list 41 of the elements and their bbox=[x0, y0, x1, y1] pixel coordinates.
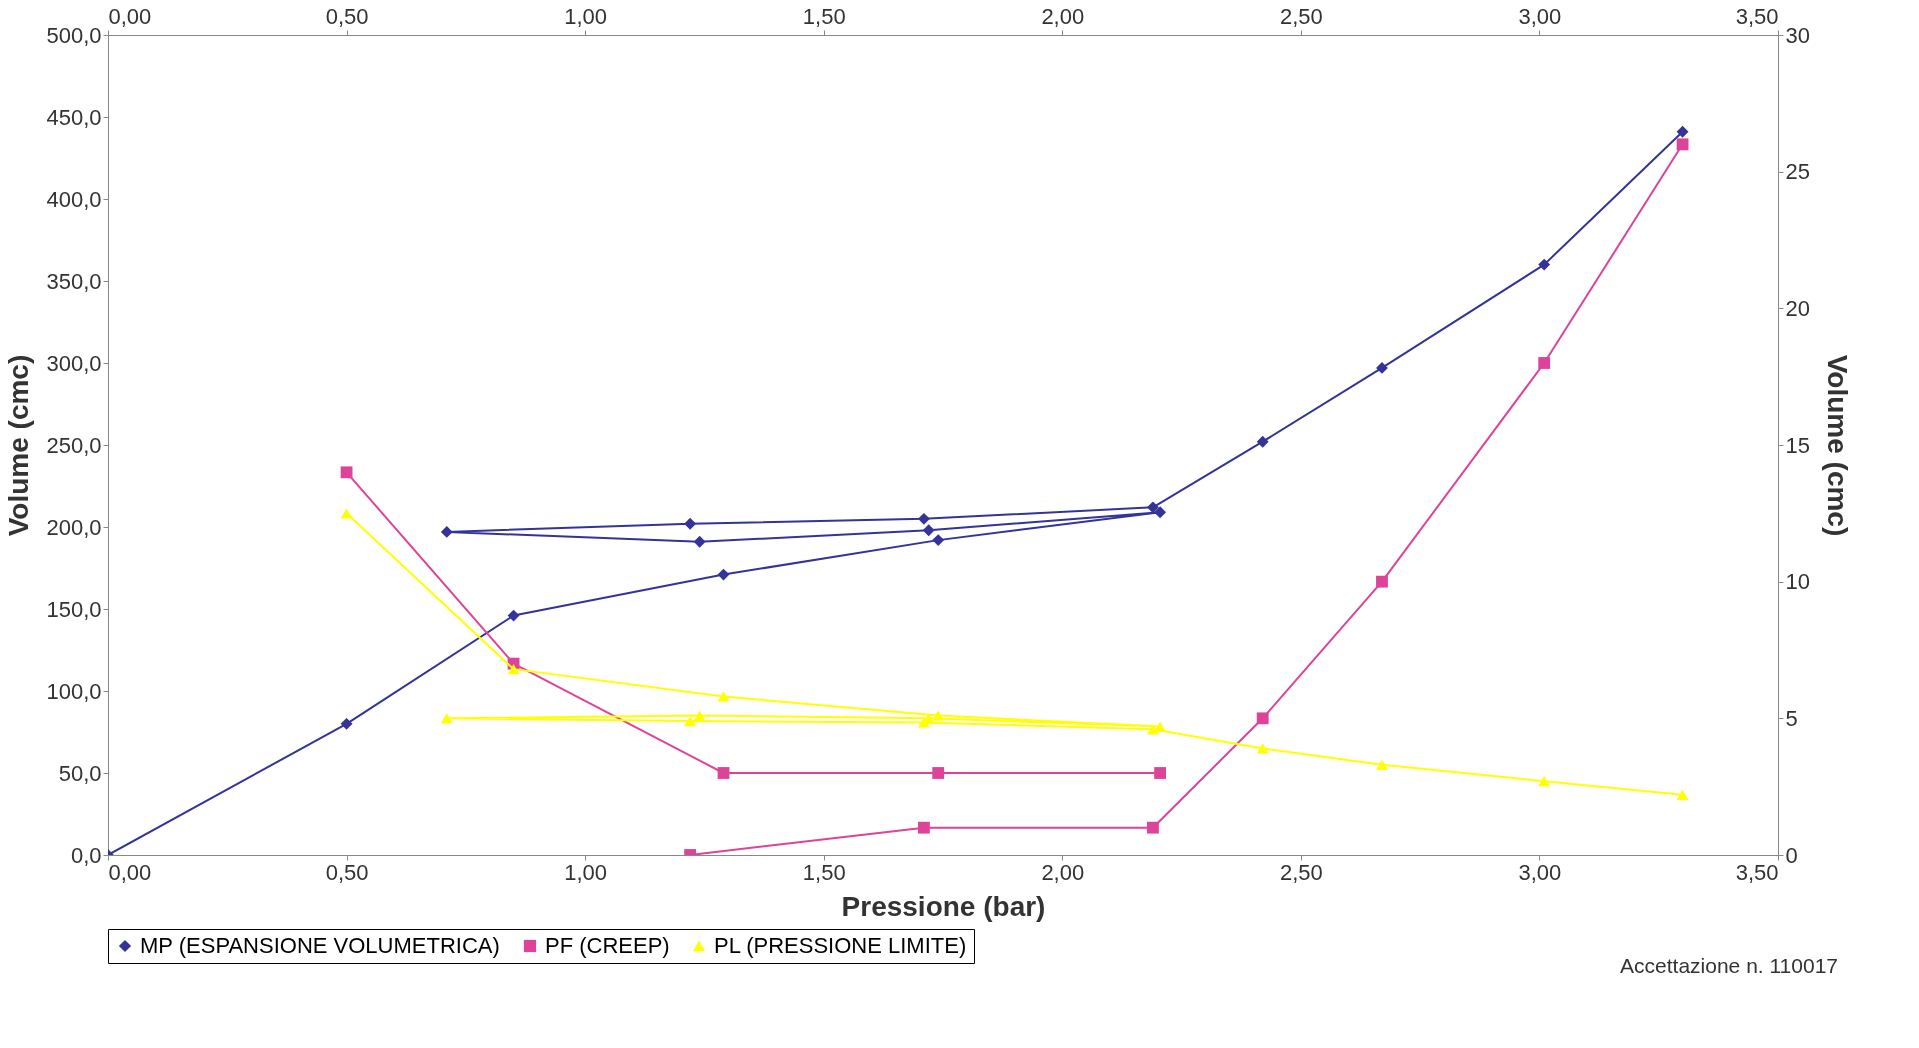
x-axis-title: Pressione (bar) bbox=[841, 890, 1046, 922]
x2-tick-label: 0,50 bbox=[325, 3, 369, 29]
x2-tick-label: 3,00 bbox=[1518, 3, 1562, 29]
x-tick-label: 0,50 bbox=[325, 859, 369, 885]
y-tick-label: 300,0 bbox=[46, 350, 102, 376]
legend-label: PL (PRESSIONE LIMITE) bbox=[714, 933, 967, 958]
legend-label: PF (CREEP) bbox=[545, 933, 670, 958]
x-tick-label: 2,00 bbox=[1041, 859, 1085, 885]
y2-tick-label: 0 bbox=[1785, 842, 1798, 868]
x-tick-label: 0,00 bbox=[108, 859, 152, 885]
legend-label: MP (ESPANSIONE VOLUMETRICA) bbox=[140, 933, 500, 958]
y2-tick-label: 10 bbox=[1785, 569, 1810, 595]
x2-tick-label: 2,00 bbox=[1041, 3, 1085, 29]
y-axis-title: Volume (cmc) bbox=[3, 354, 35, 537]
y-tick-label: 350,0 bbox=[46, 268, 102, 294]
x2-tick-label: 2,50 bbox=[1279, 3, 1323, 29]
y2-tick-label: 30 bbox=[1785, 22, 1810, 48]
y2-tick-label: 25 bbox=[1785, 159, 1810, 185]
y-tick-label: 50,0 bbox=[58, 760, 102, 786]
x-tick-label: 1,50 bbox=[802, 859, 846, 885]
y-tick-label: 150,0 bbox=[46, 596, 102, 622]
y-tick-label: 0,0 bbox=[70, 842, 102, 868]
y-tick-label: 450,0 bbox=[46, 104, 102, 130]
x-tick-label: 2,50 bbox=[1279, 859, 1323, 885]
y-tick-label: 500,0 bbox=[46, 22, 102, 48]
x2-tick-label: 1,50 bbox=[802, 3, 846, 29]
x-tick-label: 1,00 bbox=[564, 859, 608, 885]
x-tick-label: 3,50 bbox=[1735, 859, 1779, 885]
text: Accettazione n. 110017 bbox=[1620, 954, 1838, 977]
x2-tick-label: 1,00 bbox=[564, 3, 608, 29]
y-tick-label: 400,0 bbox=[46, 186, 102, 212]
y2-tick-label: 15 bbox=[1785, 432, 1810, 458]
x2-tick-label: 3,50 bbox=[1735, 3, 1779, 29]
y-tick-label: 100,0 bbox=[46, 678, 102, 704]
y2-tick-label: 5 bbox=[1785, 705, 1798, 731]
x-tick-label: 3,00 bbox=[1518, 859, 1562, 885]
y2-axis-title: Volume (cmc) bbox=[1821, 354, 1853, 537]
y2-tick-label: 20 bbox=[1785, 295, 1810, 321]
y-tick-label: 250,0 bbox=[46, 432, 102, 458]
x2-tick-label: 0,00 bbox=[108, 3, 152, 29]
y-tick-label: 200,0 bbox=[46, 514, 102, 540]
